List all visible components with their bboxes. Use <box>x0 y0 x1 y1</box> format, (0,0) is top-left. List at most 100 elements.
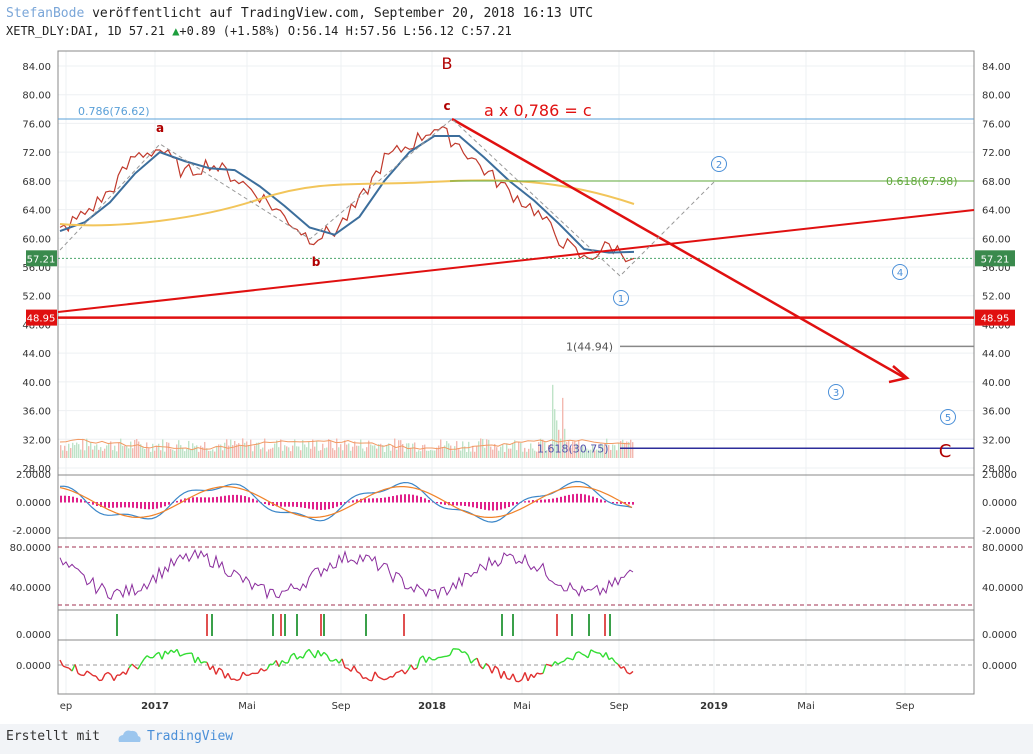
oscillator-segment <box>530 673 535 679</box>
volume-bar <box>562 397 564 458</box>
volume-bar <box>608 444 610 458</box>
volume-bar <box>450 445 452 458</box>
wave-label-b: b <box>312 255 321 269</box>
volume-bar <box>356 445 358 458</box>
volume-bar <box>184 451 186 458</box>
oscillator-segment <box>368 679 373 682</box>
macd-histogram-bar <box>288 502 290 507</box>
wave-label-C: C <box>939 441 952 462</box>
volume-bar <box>120 438 122 458</box>
volume-bar <box>336 438 338 458</box>
y-tick-label-right: 56.00 <box>982 263 1011 274</box>
volume-bar <box>116 451 118 458</box>
macd-histogram-bar <box>504 502 506 509</box>
macd-histogram-bar <box>132 502 134 508</box>
volume-bar <box>216 445 218 458</box>
oscillator-segment <box>470 659 475 664</box>
volume-bar <box>92 449 94 458</box>
volume-bar <box>298 446 300 458</box>
oscillator-segment <box>416 658 421 669</box>
y-tick-label-right: 48.00 <box>982 320 1011 331</box>
x-tick-label: 2019 <box>700 701 728 712</box>
volume-bar <box>508 448 510 458</box>
volume-bar <box>584 449 586 458</box>
oscillator-segment <box>602 652 607 658</box>
volume-bar <box>64 445 66 458</box>
macd-histogram-bar <box>572 494 574 503</box>
volume-bar <box>294 439 296 458</box>
made-with-label: Erstellt mit <box>6 729 100 744</box>
volume-bar <box>194 446 196 458</box>
chart-header: StefanBode veröffentlicht auf TradingVie… <box>0 0 1033 44</box>
rsi-tick-left: 80.0000 <box>10 543 51 554</box>
x-tick-label: Sep <box>610 701 629 712</box>
macd-histogram-bar <box>484 502 486 510</box>
macd-histogram-bar <box>372 498 374 503</box>
volume-bar <box>496 447 498 458</box>
y-tick-label-right: 32.00 <box>982 435 1011 446</box>
chart-canvas[interactable]: 84.00 84.00 80.00 80.00 76.00 76.00 72.00 72.00… <box>0 44 1033 724</box>
volume-bar <box>574 441 576 458</box>
volume-bar <box>536 451 538 458</box>
tradingview-cloud-icon <box>118 730 141 742</box>
oscillator-segment <box>503 670 508 679</box>
support-price-tag-right <box>975 309 1015 326</box>
volume-bar <box>240 445 242 458</box>
volume-bar <box>222 450 224 458</box>
y-tick-label-right: 40.00 <box>982 378 1011 389</box>
volume-bar <box>244 442 246 458</box>
macd-tick-left: 2.0000 <box>16 470 51 481</box>
volume-bar <box>540 438 542 458</box>
wave-count-label: 2 <box>716 160 722 171</box>
oscillator-segment <box>296 655 301 660</box>
volume-bar <box>228 445 230 458</box>
y-tick-label-right: 84.00 <box>982 62 1011 73</box>
oscillator-segment <box>497 668 502 679</box>
oscillator-segment <box>212 665 217 675</box>
oscillator-segment <box>74 664 79 674</box>
ohlc-values: O:56.14 H:57.56 L:56.12 C:57.21 <box>287 24 512 38</box>
volume-bar <box>620 440 622 458</box>
volume-bar <box>518 441 520 458</box>
oscillator-segment <box>101 673 106 681</box>
author-link[interactable]: StefanBode <box>6 6 85 21</box>
oscillator-segment <box>548 664 553 667</box>
volume-bar <box>426 450 428 458</box>
volume-bar <box>242 438 244 458</box>
macd-histogram-bar <box>436 502 438 504</box>
oscillator-segment <box>353 665 358 672</box>
macd-histogram-bar <box>152 502 154 510</box>
volume-bar <box>462 441 464 458</box>
macd-histogram-bar <box>392 496 394 503</box>
oscillator-segment <box>263 668 268 672</box>
oscillator-segment <box>410 664 415 670</box>
volume-bar <box>318 450 320 458</box>
signal-bar <box>206 614 208 636</box>
volume-bar <box>74 445 76 458</box>
volume-bar <box>592 445 594 458</box>
macd-histogram-bar <box>160 502 162 508</box>
oscillator-segment <box>557 661 562 665</box>
volume-bar <box>416 451 418 458</box>
volume-bar <box>174 450 176 458</box>
volume-bar <box>582 445 584 458</box>
volume-bar <box>72 442 74 458</box>
oscillator-segment <box>332 658 337 662</box>
tradingview-brand[interactable]: TradingView <box>147 729 234 744</box>
macd-histogram-bar <box>364 498 366 503</box>
volume-bar <box>342 450 344 458</box>
macd-histogram-bar <box>284 502 286 507</box>
oscillator-segment <box>335 658 340 664</box>
macd-histogram-bar <box>472 502 474 508</box>
volume-bar <box>632 442 634 458</box>
macd-histogram-bar <box>560 496 562 503</box>
macd-histogram-bar <box>208 497 210 503</box>
oscillator-segment <box>65 666 70 669</box>
signal-tick-left: 0.0000 <box>16 630 51 641</box>
wave-projection-line <box>59 118 717 277</box>
macd-histogram-bar <box>396 495 398 503</box>
x-tick-label: Mai <box>238 701 256 712</box>
macd-histogram-bar <box>496 502 498 511</box>
macd-histogram-bar <box>576 493 578 503</box>
volume-bar <box>514 440 516 458</box>
